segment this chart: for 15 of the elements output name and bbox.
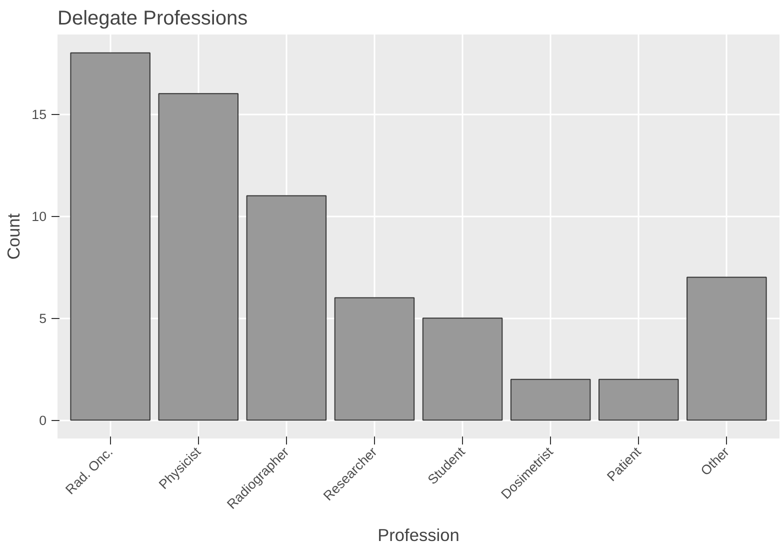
bar <box>70 52 150 421</box>
chart-title: Delegate Professions <box>58 8 248 30</box>
y-tick-label: 5 <box>39 311 47 326</box>
y-tick-label: 10 <box>32 209 47 224</box>
y-tick-label: 15 <box>32 107 47 122</box>
y-tick-label: 0 <box>39 413 47 428</box>
y-axis-title: Count <box>4 213 24 260</box>
bar <box>334 297 415 421</box>
bar <box>246 195 327 421</box>
bar <box>422 318 503 421</box>
bar <box>686 276 767 421</box>
bar <box>158 93 238 421</box>
x-axis-title: Profession <box>378 525 460 546</box>
bar <box>510 378 591 421</box>
bar <box>598 378 679 421</box>
